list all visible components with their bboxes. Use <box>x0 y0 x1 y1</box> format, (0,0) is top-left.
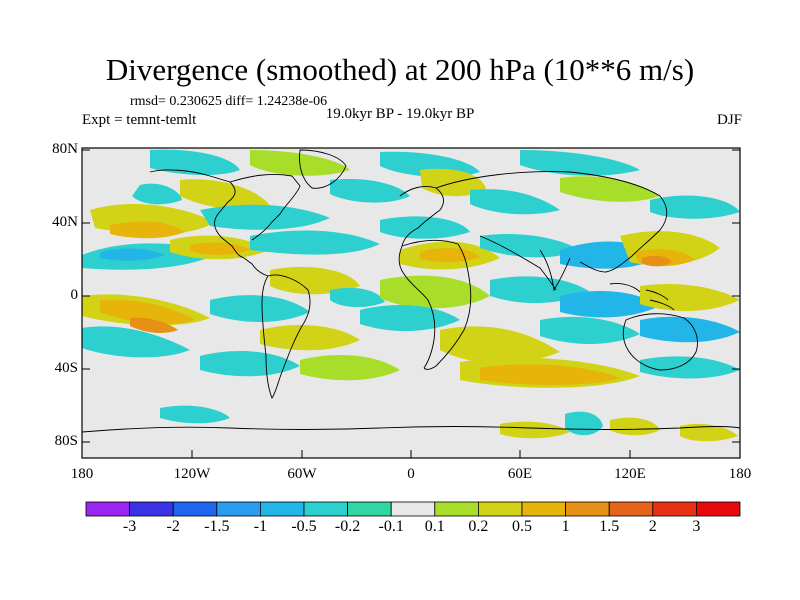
colorbar-label: -1 <box>253 518 268 535</box>
colorbar-label: -3 <box>122 518 137 535</box>
anomaly-blob <box>440 326 560 364</box>
anomaly-blob <box>200 351 300 377</box>
colorbar-swatch <box>565 501 610 517</box>
statistics-label: rmsd= 0.230625 diff= 1.24238e-06 <box>130 94 328 109</box>
colorbar-label: -0.2 <box>334 518 361 535</box>
anomaly-blob <box>330 287 385 308</box>
coastlines <box>82 149 740 433</box>
anomaly-blob <box>330 179 410 203</box>
anomaly-blob <box>130 317 178 333</box>
colorbar-swatch <box>434 501 479 517</box>
colorbar-swatch <box>608 501 654 517</box>
colorbar-label: 2 <box>648 518 657 535</box>
lon-label-0: 0 <box>407 466 415 482</box>
anomaly-blob <box>210 295 310 322</box>
anomaly-blob <box>160 405 230 424</box>
colorbar-swatch <box>216 501 261 517</box>
anomaly-blob <box>480 233 580 258</box>
lon-label-60w: 60W <box>287 466 317 482</box>
anomaly-blob <box>560 291 660 318</box>
anomaly-blob <box>250 230 380 255</box>
anomaly-blob <box>270 266 360 295</box>
anomaly-blob <box>200 204 330 230</box>
lat-label-80s: 80S <box>54 433 78 449</box>
colorbar-swatch <box>390 501 436 517</box>
axis-ticks <box>81 149 741 458</box>
colorbar-swatch <box>85 501 130 517</box>
colorbar-label: 0.5 <box>512 518 532 535</box>
colorbar-swatch <box>259 501 305 517</box>
lon-label-120e: 120E <box>614 466 646 482</box>
colorbar-swatch <box>521 501 566 517</box>
experiment-label: Expt = temnt-temlt <box>82 112 197 128</box>
lon-label-180e: 180 <box>728 466 752 482</box>
lat-label-40n: 40N <box>52 214 78 230</box>
anomaly-blob <box>470 189 560 215</box>
anomaly-blob <box>642 255 672 267</box>
colorbar-label: -0.1 <box>378 518 404 535</box>
lon-label-120w: 120W <box>173 466 211 482</box>
anomaly-blob <box>380 275 490 309</box>
anomaly-blob <box>540 316 640 344</box>
colorbar-swatch <box>303 501 348 517</box>
colorbar-swatch <box>477 501 523 517</box>
lat-label-40s: 40S <box>54 360 78 376</box>
colorbar-label: 0.1 <box>424 518 445 535</box>
anomaly-blob <box>480 364 620 385</box>
anomaly-blob <box>380 216 470 239</box>
lon-label-180w: 180 <box>70 466 94 482</box>
anomaly-blob <box>500 421 570 439</box>
colorbar-swatch <box>347 501 392 517</box>
anomaly-blob <box>640 356 740 379</box>
anomaly-blob <box>180 179 270 210</box>
anomaly-blob <box>520 150 640 176</box>
anomaly-blob <box>650 195 740 219</box>
anomaly-blob <box>150 149 240 176</box>
colorbar-swatch <box>652 501 697 517</box>
colorbar-label: 0.2 <box>468 518 489 535</box>
period-label: 19.0kyr BP - 19.0kyr BP <box>325 106 475 122</box>
page-title: Divergence (smoothed) at 200 hPa (10**6 … <box>105 52 695 87</box>
anomaly-blob <box>82 326 190 358</box>
anomaly-blob <box>680 423 738 442</box>
anomaly-blob <box>100 248 165 261</box>
season-label: DJF <box>716 112 742 128</box>
colorbar <box>85 501 741 517</box>
anomaly-blob <box>110 221 185 239</box>
anomaly-blob <box>300 355 400 381</box>
colorbar-label: 1 <box>561 518 570 535</box>
colorbar-swatch <box>696 501 741 517</box>
colorbar-label: 3 <box>692 518 701 535</box>
colorbar-swatch <box>129 501 174 517</box>
lat-label-80n: 80N <box>52 141 78 157</box>
anomaly-blob <box>610 417 660 436</box>
anomaly-blob <box>190 242 250 255</box>
anomaly-blob <box>132 183 182 205</box>
divergence-field <box>82 149 740 442</box>
anomaly-blob <box>640 316 740 343</box>
lat-label-0: 0 <box>70 287 79 303</box>
anomaly-blob <box>100 299 195 324</box>
lon-label-60e: 60E <box>507 466 533 482</box>
colorbar-label: -2 <box>166 518 180 535</box>
anomaly-blob <box>260 325 360 351</box>
colorbar-label: 1.5 <box>599 518 620 535</box>
colorbar-swatch <box>172 501 218 517</box>
anomaly-blob <box>560 176 660 202</box>
colorbar-label: -0.5 <box>291 518 317 535</box>
colorbar-label: -1.5 <box>204 518 230 535</box>
